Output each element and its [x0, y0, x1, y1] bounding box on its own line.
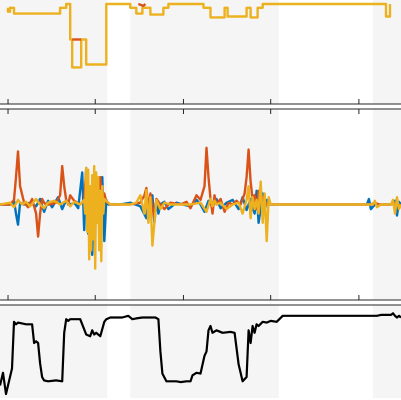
shaded-region: [130, 305, 279, 398]
panel-bottom: [0, 304, 401, 398]
series-line-yellow: [0, 164, 401, 270]
shaded-region: [372, 305, 401, 398]
shaded-region: [0, 305, 108, 398]
panel-top: [0, 0, 401, 105]
series-line-yellow: [6, 2, 392, 69]
shaded-region: [0, 0, 108, 104]
series-line-orange: [137, 2, 147, 8]
series-line-black: [0, 312, 401, 396]
panel-middle: [0, 108, 401, 301]
